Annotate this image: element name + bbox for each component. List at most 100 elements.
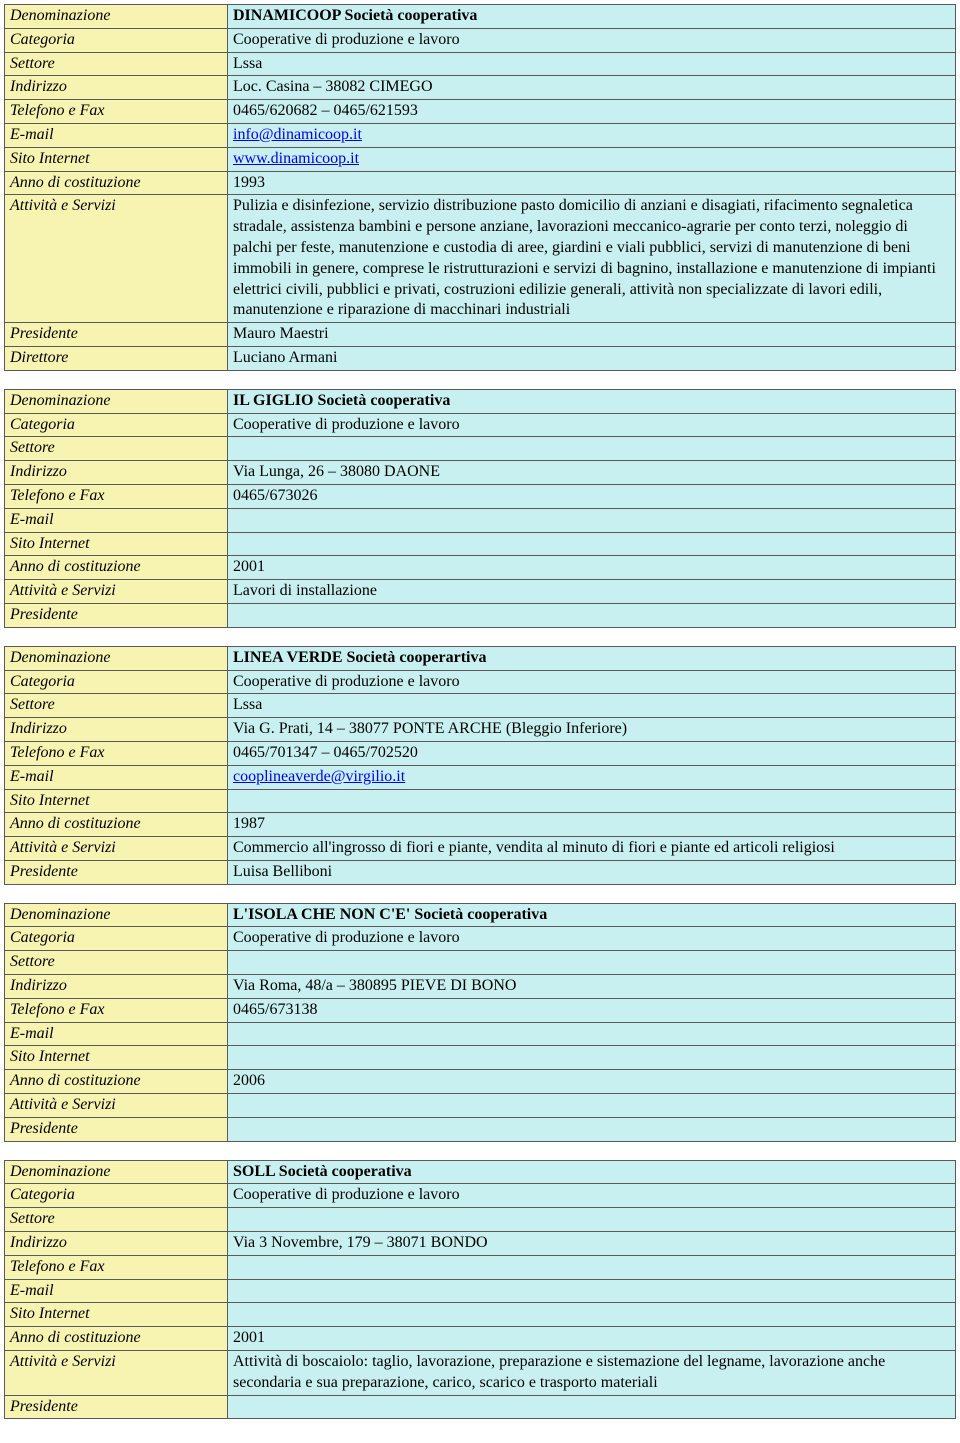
field-value: Via Lunga, 26 – 38080 DAONE (228, 461, 956, 485)
field-value: LINEA VERDE Società cooperartiva (228, 646, 956, 670)
field-label: Attività e Servizi (5, 837, 228, 861)
field-label: Presidente (5, 323, 228, 347)
field-label: Anno di costituzione (5, 171, 228, 195)
field-label: Attività e Servizi (5, 580, 228, 604)
field-label: Categoria (5, 28, 228, 52)
field-label: Categoria (5, 1184, 228, 1208)
field-label: Settore (5, 437, 228, 461)
field-value: SOLL Società cooperativa (228, 1160, 956, 1184)
field-label: Presidente (5, 1395, 228, 1419)
field-label: Sito Internet (5, 532, 228, 556)
field-value (228, 1303, 956, 1327)
field-value: Cooperative di produzione e lavoro (228, 927, 956, 951)
field-label: Telefono e Fax (5, 741, 228, 765)
field-value: Pulizia e disinfezione, servizio distrib… (228, 195, 956, 323)
field-value: 1993 (228, 171, 956, 195)
record-table: DenominazioneLINEA VERDE Società coopera… (4, 646, 956, 885)
field-label: Sito Internet (5, 1046, 228, 1070)
field-label: Settore (5, 1208, 228, 1232)
field-value: Via 3 Novembre, 179 – 38071 BONDO (228, 1232, 956, 1256)
field-label: Indirizzo (5, 461, 228, 485)
email-link[interactable]: cooplineaverde@virgilio.it (233, 768, 405, 785)
field-value: Via G. Prati, 14 – 38077 PONTE ARCHE (Bl… (228, 718, 956, 742)
field-label: Telefono e Fax (5, 484, 228, 508)
field-label: Presidente (5, 1117, 228, 1141)
field-value (228, 1094, 956, 1118)
field-value (228, 1046, 956, 1070)
field-value (228, 1117, 956, 1141)
field-label: Anno di costituzione (5, 1327, 228, 1351)
field-label: Presidente (5, 603, 228, 627)
field-label: Anno di costituzione (5, 813, 228, 837)
field-value: cooplineaverde@virgilio.it (228, 765, 956, 789)
field-label: Denominazione (5, 646, 228, 670)
field-value: IL GIGLIO Società cooperativa (228, 389, 956, 413)
field-label: Direttore (5, 346, 228, 370)
field-label: Sito Internet (5, 789, 228, 813)
field-label: Attività e Servizi (5, 1351, 228, 1396)
field-label: Categoria (5, 413, 228, 437)
field-value: DINAMICOOP Società cooperativa (228, 5, 956, 29)
field-value: Cooperative di produzione e lavoro (228, 413, 956, 437)
field-value: 0465/620682 – 0465/621593 (228, 100, 956, 124)
records-container: Denominazione DINAMICOOP Società cooperat… (4, 4, 956, 1419)
field-label: Indirizzo (5, 975, 228, 999)
website-link[interactable]: www.dinamicoop.it (233, 150, 359, 167)
field-value (228, 437, 956, 461)
field-label: Attività e Servizi (5, 195, 228, 323)
field-label: E-mail (5, 1022, 228, 1046)
email-link[interactable]: info@dinamicoop.it (233, 126, 362, 143)
field-value: Lssa (228, 694, 956, 718)
field-value (228, 789, 956, 813)
field-value (228, 603, 956, 627)
field-value: 2006 (228, 1070, 956, 1094)
field-label: Indirizzo (5, 76, 228, 100)
field-label: Anno di costituzione (5, 1070, 228, 1094)
field-label: Denominazione (5, 903, 228, 927)
field-label: Sito Internet (5, 147, 228, 171)
field-label: Sito Internet (5, 1303, 228, 1327)
record-table: DenominazioneDINAMICOOP Società cooperat… (4, 4, 956, 371)
field-value (228, 1208, 956, 1232)
field-value: Mauro Maestri (228, 323, 956, 347)
field-label: E-mail (5, 765, 228, 789)
field-value: L'ISOLA CHE NON C'E' Società cooperativa (228, 903, 956, 927)
field-label: Indirizzo (5, 1232, 228, 1256)
field-label: Telefono e Fax (5, 998, 228, 1022)
record-table: DenominazioneL'ISOLA CHE NON C'E' Societ… (4, 903, 956, 1142)
field-value (228, 1255, 956, 1279)
field-value: Luciano Armani (228, 346, 956, 370)
field-label: Settore (5, 52, 228, 76)
field-label: Categoria (5, 927, 228, 951)
field-value: 2001 (228, 556, 956, 580)
record-table: DenominazioneIL GIGLIO Società cooperati… (4, 389, 956, 628)
field-label: Settore (5, 694, 228, 718)
field-label: E-mail (5, 1279, 228, 1303)
field-value: Loc. Casina – 38082 CIMEGO (228, 76, 956, 100)
field-value: 2001 (228, 1327, 956, 1351)
field-value: Attività di boscaiolo: taglio, lavorazio… (228, 1351, 956, 1396)
field-value (228, 1022, 956, 1046)
field-value: 0465/673138 (228, 998, 956, 1022)
field-value: Lssa (228, 52, 956, 76)
field-value: info@dinamicoop.it (228, 123, 956, 147)
field-value: 1987 (228, 813, 956, 837)
field-value (228, 1279, 956, 1303)
field-value (228, 508, 956, 532)
field-value: Lavori di installazione (228, 580, 956, 604)
field-label: Indirizzo (5, 718, 228, 742)
record-table: DenominazioneSOLL Società cooperativaCat… (4, 1160, 956, 1420)
field-value: 0465/673026 (228, 484, 956, 508)
field-value (228, 951, 956, 975)
field-label: Denominazione (5, 389, 228, 413)
field-value: Luisa Belliboni (228, 860, 956, 884)
field-label: Presidente (5, 860, 228, 884)
field-label: Attività e Servizi (5, 1094, 228, 1118)
field-value: Commercio all'ingrosso di fiori e piante… (228, 837, 956, 861)
field-value: 0465/701347 – 0465/702520 (228, 741, 956, 765)
field-label: Telefono e Fax (5, 100, 228, 124)
field-label: Anno di costituzione (5, 556, 228, 580)
field-value: Cooperative di produzione e lavoro (228, 28, 956, 52)
field-label: Telefono e Fax (5, 1255, 228, 1279)
field-value: www.dinamicoop.it (228, 147, 956, 171)
